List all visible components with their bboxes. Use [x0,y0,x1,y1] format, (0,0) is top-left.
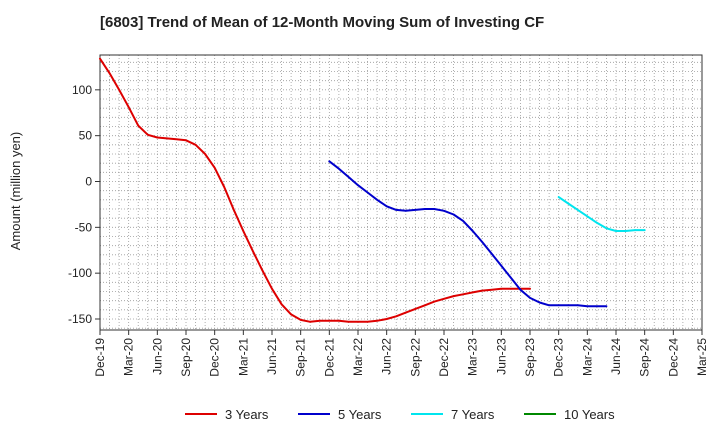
x-tick-label: Sep-24 [638,338,652,377]
x-tick-label: Mar-21 [236,338,250,376]
x-tick-label: Sep-22 [408,338,422,377]
x-tick-label: Dec-21 [322,338,336,377]
x-tick-label: Dec-24 [666,338,680,377]
chart-title: [6803] Trend of Mean of 12-Month Moving … [100,14,544,31]
legend-label-7-years: 7 Years [451,407,495,422]
legend: 3 Years 5 Years 7 Years 10 Years [185,407,615,422]
x-tick-label: Jun-24 [609,338,623,375]
x-tick-label: Mar-25 [695,338,709,376]
legend-label-3-years: 3 Years [225,407,269,422]
x-tick-label: Mar-22 [351,338,365,376]
x-tick-label: Sep-20 [179,338,193,377]
x-tick-label: Mar-23 [466,338,480,376]
y-tick-label: -50 [75,220,93,234]
x-tick-label: Mar-20 [122,338,136,376]
series-line-3-years [99,57,531,323]
y-tick-label: 0 [85,175,92,189]
x-tick-label: Jun-22 [380,338,394,375]
x-tick-label: Mar-24 [580,338,594,376]
y-axis-label: Amount (million yen) [8,132,23,251]
plot-frame [99,54,703,331]
series-lines [99,57,646,323]
y-tick-label: -150 [68,312,92,326]
x-tick-label: Dec-23 [552,338,566,377]
x-tick-label: Sep-21 [294,338,308,377]
x-tick-label: Dec-20 [208,338,222,377]
y-tick-label: 100 [72,83,92,97]
x-tick-label: Sep-23 [523,338,537,377]
x-tick-label: Jun-20 [150,338,164,375]
legend-label-10-years: 10 Years [564,407,615,422]
x-tick-label: Jun-23 [494,338,508,375]
series-line-5-years [328,160,608,308]
x-tick-label: Jun-21 [265,338,279,375]
y-tick-label: -100 [68,266,92,280]
legend-label-5-years: 5 Years [338,407,382,422]
x-tick-label: Dec-19 [93,338,107,377]
x-tick-label: Dec-22 [437,338,451,377]
series-line-7-years [557,196,646,232]
y-tick-label: 50 [79,129,93,143]
grid-lines [99,55,703,330]
